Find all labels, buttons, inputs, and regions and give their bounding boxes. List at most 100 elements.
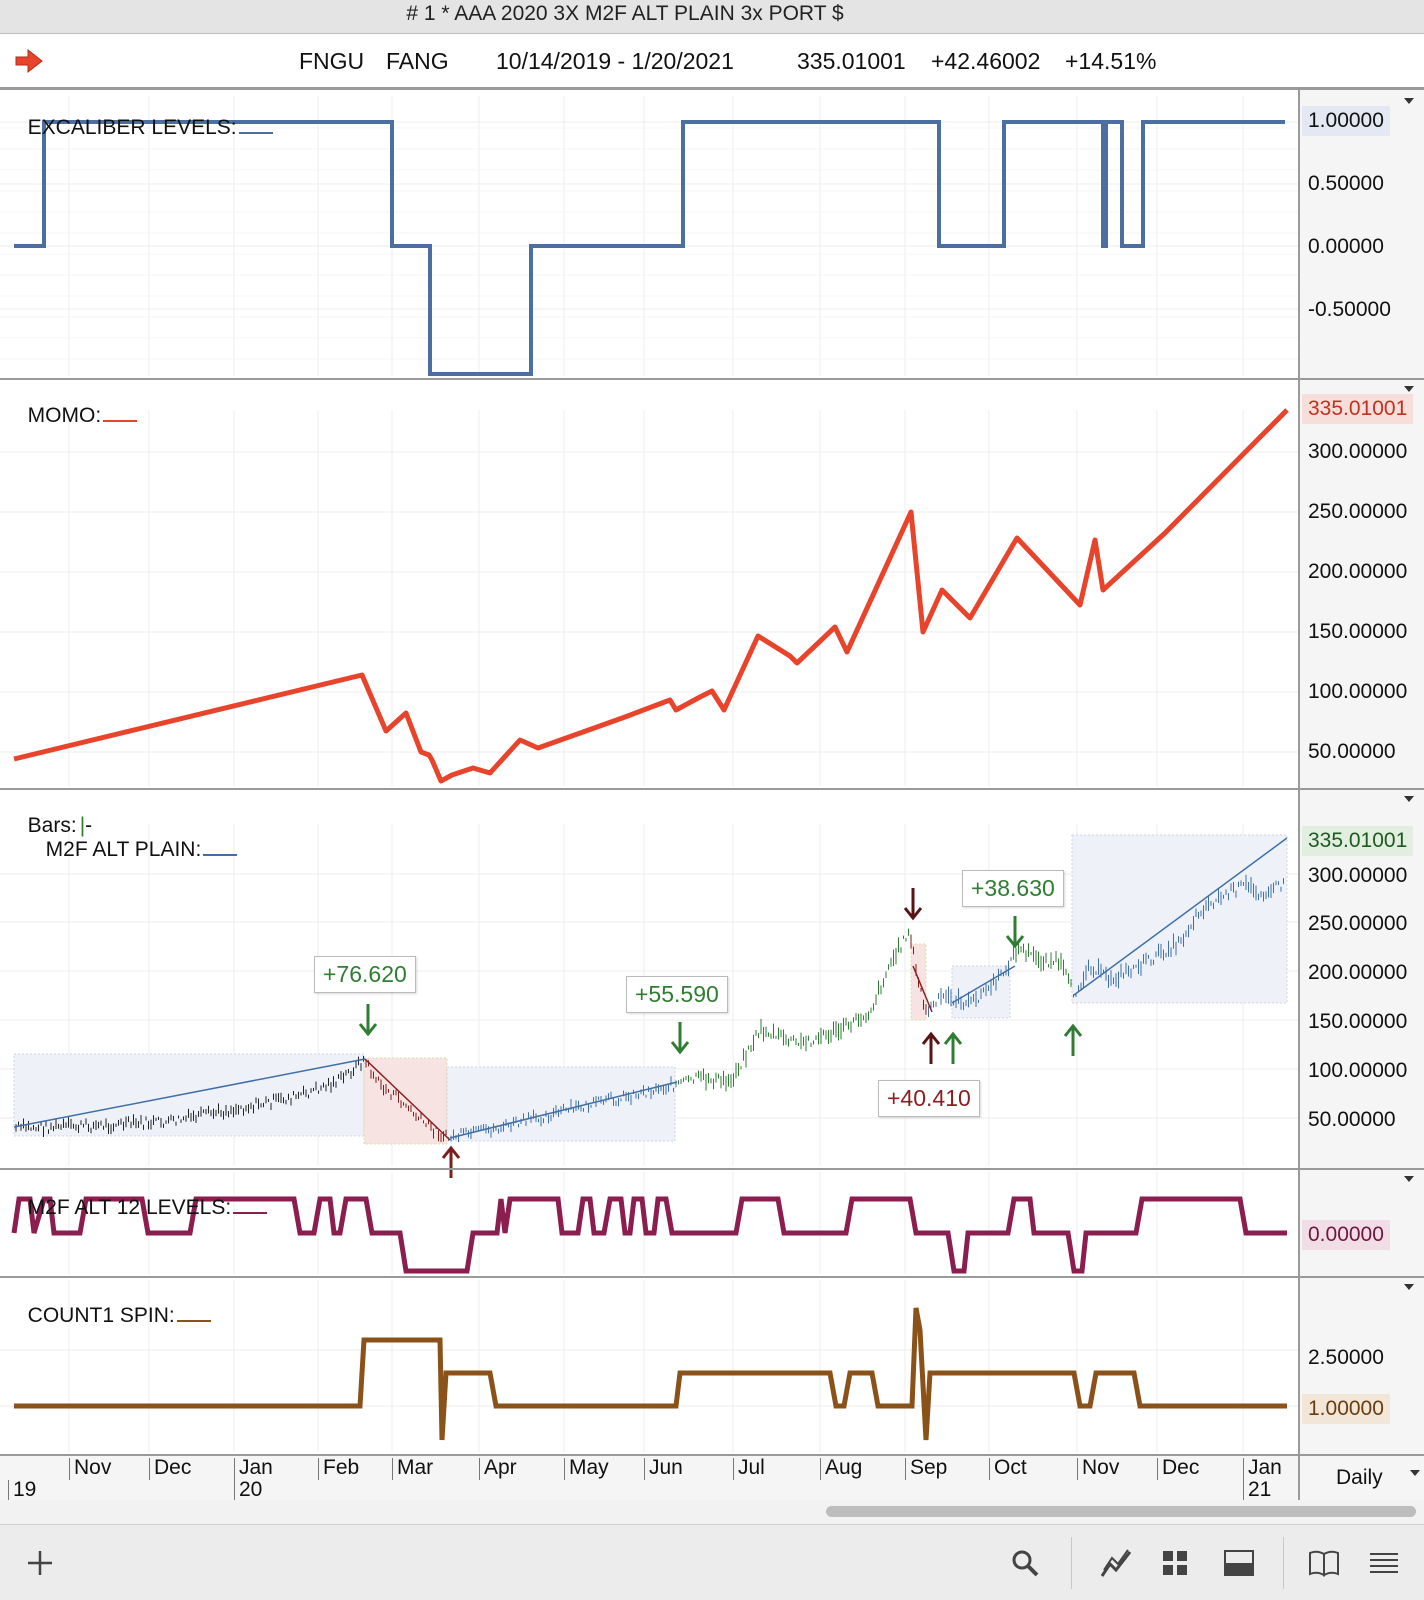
count1-pane-label[interactable]: COUNT1 SPIN: (16, 1280, 211, 1328)
excaliber-line (14, 120, 1285, 376)
bars-axis-label: 150.00000 (1308, 1010, 1408, 1033)
momo-axis-label: 250.00000 (1308, 500, 1408, 523)
sell-arrow-icon (670, 1022, 690, 1055)
trade-callout: +40.410 (878, 1080, 980, 1117)
count1-label-text: COUNT1 SPIN: (27, 1304, 175, 1327)
pane-separator[interactable] (0, 1276, 1424, 1278)
book-icon[interactable] (1304, 1543, 1344, 1583)
price-change: +42.46002 (931, 48, 1041, 74)
m2f12-label-text: M2F ALT 12 LEVELS: (27, 1196, 232, 1219)
year-label: 19 (8, 1479, 36, 1502)
sell-arrow-icon (358, 1004, 378, 1037)
horizontal-scrollbar[interactable] (0, 1500, 1424, 1524)
bars-menu-caret-icon[interactable] (1404, 796, 1414, 802)
panel-icon[interactable] (1219, 1543, 1259, 1583)
red-right-arrow-icon[interactable] (14, 48, 44, 74)
momo-label-text: MOMO: (27, 404, 102, 427)
bottom-toolbar (0, 1524, 1424, 1600)
buy-arrow-icon (943, 1031, 963, 1064)
buy-arrow-icon (1063, 1023, 1083, 1056)
interval-selector[interactable]: Daily (1298, 1454, 1424, 1500)
count1-axis[interactable] (1298, 1278, 1424, 1454)
excaliber-label-text: EXCALIBER LEVELS: (27, 116, 237, 139)
momo-axis-label: 200.00000 (1308, 560, 1408, 583)
list-icon[interactable] (1364, 1543, 1404, 1583)
m2f12-menu-caret-icon[interactable] (1404, 1176, 1414, 1182)
trade-callout: +55.590 (626, 976, 728, 1013)
toolbar-divider (1071, 1537, 1072, 1589)
toolbar-divider (1283, 1537, 1284, 1589)
bars-axis-label: 300.00000 (1308, 864, 1408, 887)
momo-axis-label: 150.00000 (1308, 620, 1408, 643)
excaliber-axis[interactable] (1298, 90, 1424, 378)
count1-axis-label: 2.50000 (1308, 1346, 1384, 1369)
month-label: Sep (905, 1457, 947, 1480)
trade-callout: +38.630 (962, 870, 1064, 907)
month-label: Mar (392, 1457, 433, 1480)
m2f-plain-legend-swatch (203, 854, 238, 856)
pane-separator[interactable] (0, 378, 1424, 380)
trade-shading (13, 834, 1288, 1145)
pane-separator[interactable] (0, 1168, 1424, 1170)
month-label: Feb (318, 1457, 359, 1480)
momo-legend-swatch (103, 420, 138, 422)
window-title: # 1 * AAA 2020 3X M2F ALT PLAIN 3x PORT … (406, 2, 844, 25)
bars-pane-label[interactable]: Bars: |- M2F ALT PLAIN: (16, 790, 238, 862)
count1-current-value: 1.00000 (1302, 1394, 1390, 1424)
month-label: May (564, 1457, 609, 1480)
time-axis[interactable]: Nov Dec Jan Feb Mar Apr May Jun Jul Aug … (0, 1454, 1298, 1502)
momo-current-value: 335.01001 (1302, 394, 1414, 424)
month-label: Nov (1077, 1457, 1119, 1480)
excaliber-menu-caret-icon[interactable] (1404, 98, 1414, 104)
momo-axis-label: 300.00000 (1308, 440, 1408, 463)
month-label: Oct (989, 1457, 1027, 1480)
trade-callout: +76.620 (314, 956, 416, 993)
m2f-plain-label-text: M2F ALT PLAIN: (45, 838, 202, 861)
excaliber-axis-label: 0.50000 (1308, 172, 1384, 195)
layout-grid-icon[interactable] (1155, 1543, 1195, 1583)
count1-line (14, 1307, 1287, 1441)
momo-menu-caret-icon[interactable] (1404, 386, 1414, 392)
momo-axis-label: 100.00000 (1308, 680, 1408, 703)
momo-pane-label[interactable]: MOMO: (16, 380, 138, 428)
price-change-percent: +14.51% (1065, 48, 1157, 74)
symbol: FNGU (299, 48, 365, 74)
excaliber-legend-swatch (238, 132, 273, 134)
momo-axis-label: 50.00000 (1308, 740, 1396, 763)
momo-axis[interactable] (1298, 380, 1424, 788)
bars-label-suffix: - (85, 814, 93, 837)
m2f12-legend-swatch (233, 1212, 268, 1214)
excaliber-current-value: 1.00000 (1302, 106, 1390, 136)
m2f12-pane-label[interactable]: M2F ALT 12 LEVELS: (16, 1172, 268, 1220)
count1-menu-caret-icon[interactable] (1404, 1284, 1414, 1290)
month-label: Jan (1243, 1457, 1282, 1480)
buy-arrow-icon (441, 1145, 461, 1178)
trend-lines (13, 837, 1288, 1141)
excaliber-pane-label[interactable]: EXCALIBER LEVELS: (16, 92, 273, 140)
add-icon[interactable] (20, 1543, 60, 1583)
chart-style-icon[interactable] (1096, 1543, 1136, 1583)
sell-arrow-icon (1005, 916, 1025, 949)
month-label: Jun (644, 1457, 683, 1480)
search-icon[interactable] (1005, 1543, 1045, 1583)
signal-arrows (358, 888, 1083, 1178)
window-title-bar: # 1 * AAA 2020 3X M2F ALT PLAIN 3x PORT … (0, 0, 1424, 34)
count1-legend-swatch (176, 1320, 211, 1322)
year-label: 21 (1243, 1479, 1271, 1502)
interval-label: Daily (1336, 1466, 1383, 1489)
month-label: Aug (820, 1457, 862, 1480)
symbol-group: FANG (386, 48, 449, 74)
chart-canvas[interactable] (0, 0, 1298, 1454)
excaliber-axis-label: -0.50000 (1308, 298, 1391, 321)
bars-axis-label: 50.00000 (1308, 1108, 1396, 1131)
bars-label-text: Bars: (27, 814, 77, 837)
scrollbar-thumb[interactable] (826, 1506, 1416, 1517)
year-label: 20 (234, 1479, 262, 1502)
month-label: Apr (479, 1457, 517, 1480)
bars-axis-label: 250.00000 (1308, 912, 1408, 935)
pane-separator[interactable] (0, 788, 1424, 790)
symbol-info-bar: FNGU FANG 10/14/2019 - 1/20/2021 335.010… (0, 34, 1424, 90)
interval-caret-icon (1410, 1470, 1420, 1476)
date-range: 10/14/2019 - 1/20/2021 (496, 48, 734, 74)
momo-line (13, 408, 1289, 784)
